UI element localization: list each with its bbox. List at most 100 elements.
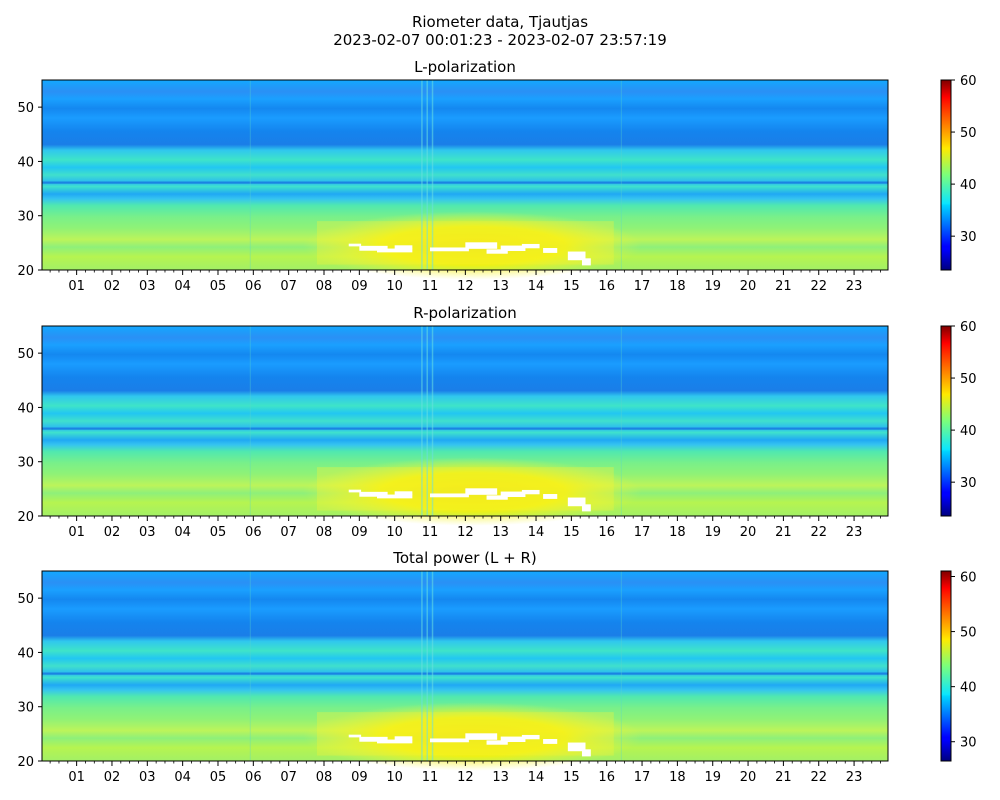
- x-tick-label: 19: [704, 525, 721, 540]
- panel-title: R-polarization: [413, 304, 516, 322]
- saturated-gap: [521, 734, 540, 740]
- x-tick-label: 03: [139, 279, 156, 294]
- x-tick-label: 23: [846, 279, 863, 294]
- x-tick-label: 11: [422, 770, 439, 785]
- saturated-gap: [543, 248, 558, 253]
- figure-title-line2: 2023-02-07 00:01:23 - 2023-02-07 23:57:1…: [333, 31, 667, 49]
- x-tick-label: 20: [740, 279, 757, 294]
- x-tick-label: 10: [386, 279, 403, 294]
- saturated-gap: [581, 258, 591, 266]
- saturated-gap: [500, 245, 526, 251]
- x-tick-label: 22: [810, 279, 827, 294]
- x-tick-label: 19: [704, 770, 721, 785]
- x-tick-label: 08: [316, 279, 333, 294]
- colorbar: [940, 570, 952, 762]
- panel-title: Total power (L + R): [392, 549, 537, 567]
- x-tick-label: 05: [210, 525, 227, 540]
- colorbar: [940, 325, 952, 517]
- x-tick-label: 21: [775, 770, 792, 785]
- saturated-gap: [430, 493, 469, 498]
- x-tick-label: 02: [104, 770, 121, 785]
- x-tick-label: 10: [386, 770, 403, 785]
- saturated-gap: [394, 736, 413, 741]
- saturated-gap: [465, 242, 498, 249]
- x-tick-label: 18: [669, 770, 686, 785]
- saturated-gap: [567, 497, 586, 507]
- saturated-gap: [394, 245, 413, 250]
- vertical-streak: [249, 326, 251, 516]
- x-tick-label: 13: [492, 279, 509, 294]
- x-tick-label: 17: [634, 279, 651, 294]
- y-tick-label: 40: [17, 646, 34, 661]
- colorbar-tick-label: 30: [960, 736, 977, 751]
- y-tick-label: 50: [17, 347, 34, 362]
- x-tick-label: 01: [68, 279, 85, 294]
- saturated-gap: [581, 504, 591, 512]
- x-tick-label: 21: [775, 279, 792, 294]
- y-tick-label: 30: [17, 456, 34, 471]
- vertical-streak: [426, 571, 428, 761]
- vertical-streak: [421, 571, 423, 761]
- saturated-gap: [500, 491, 526, 497]
- x-tick-label: 17: [634, 770, 651, 785]
- x-tick-label: 02: [104, 525, 121, 540]
- x-tick-label: 06: [245, 525, 262, 540]
- y-tick-label: 40: [17, 401, 34, 416]
- x-tick-label: 14: [528, 770, 545, 785]
- figure-title-line1: Riometer data, Tjautjas: [411, 13, 589, 31]
- x-tick-label: 02: [104, 279, 121, 294]
- colorbar-tick-label: 60: [960, 74, 977, 89]
- colorbar-tick-label: 30: [960, 476, 977, 491]
- y-tick-label: 20: [17, 510, 34, 525]
- y-tick-label: 30: [17, 210, 34, 225]
- x-tick-label: 04: [174, 525, 191, 540]
- colorbar-tick-label: 50: [960, 626, 977, 641]
- x-tick-label: 17: [634, 525, 651, 540]
- x-tick-label: 11: [422, 525, 439, 540]
- colorbar-tick-label: 50: [960, 372, 977, 387]
- saturated-gap: [543, 739, 558, 744]
- x-tick-label: 04: [174, 770, 191, 785]
- vertical-streak: [431, 571, 434, 761]
- x-tick-label: 18: [669, 279, 686, 294]
- x-tick-label: 01: [68, 770, 85, 785]
- vertical-streak: [426, 326, 428, 516]
- saturated-gap: [521, 243, 540, 249]
- vertical-streak: [620, 571, 622, 761]
- y-tick-label: 50: [17, 101, 34, 116]
- x-tick-label: 01: [68, 525, 85, 540]
- saturated-gap: [359, 736, 388, 742]
- x-tick-label: 09: [351, 770, 368, 785]
- x-tick-label: 12: [457, 279, 474, 294]
- x-tick-label: 13: [492, 770, 509, 785]
- band-line: [42, 427, 888, 430]
- band-line: [42, 672, 888, 675]
- x-tick-label: 10: [386, 525, 403, 540]
- y-tick-label: 50: [17, 592, 34, 607]
- vertical-streak: [431, 326, 434, 516]
- saturated-gap: [465, 733, 498, 740]
- panel-2: R-polarization 20 30 40 50 01 02 03 04 05 06 07 08 09…: [17, 304, 976, 540]
- panel-title: L-polarization: [414, 58, 516, 76]
- x-tick-label: 09: [351, 525, 368, 540]
- saturated-gap: [377, 739, 413, 744]
- saturated-gap: [394, 491, 413, 496]
- x-tick-label: 15: [563, 525, 580, 540]
- saturated-gap: [567, 742, 586, 752]
- x-tick-label: 08: [316, 525, 333, 540]
- vertical-streak: [421, 326, 423, 516]
- x-tick-label: 14: [528, 279, 545, 294]
- y-tick-label: 20: [17, 264, 34, 279]
- x-tick-label: 19: [704, 279, 721, 294]
- saturated-gap: [359, 491, 388, 497]
- x-tick-label: 07: [280, 770, 297, 785]
- saturated-gap: [543, 494, 558, 499]
- saturated-gap: [486, 495, 508, 500]
- colorbar-tick-label: 30: [960, 230, 977, 245]
- x-tick-label: 07: [280, 279, 297, 294]
- y-tick-label: 30: [17, 701, 34, 716]
- x-tick-label: 14: [528, 525, 545, 540]
- vertical-streak: [620, 326, 622, 516]
- vertical-streak: [431, 80, 434, 270]
- x-tick-label: 05: [210, 770, 227, 785]
